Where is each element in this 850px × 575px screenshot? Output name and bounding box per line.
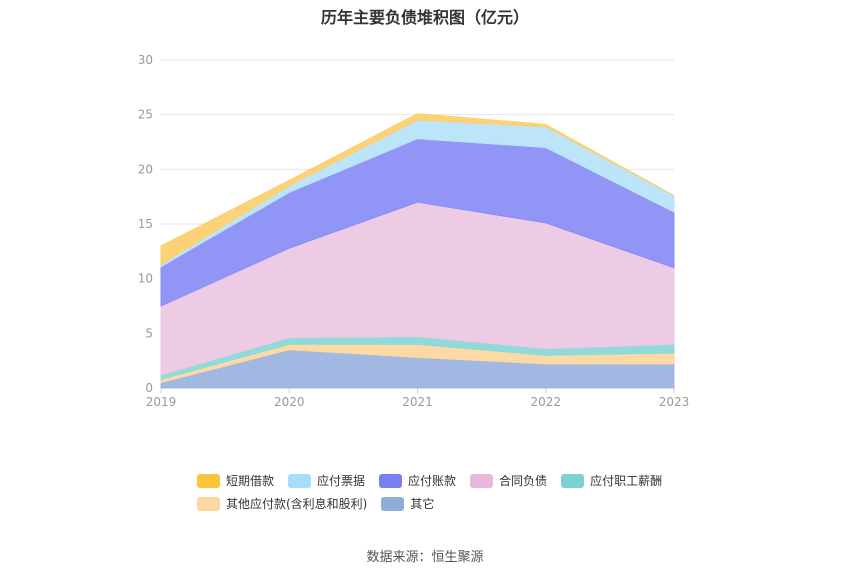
legend-swatch: [381, 496, 405, 511]
legend-item[interactable]: 其他应付款(含利息和股利): [197, 495, 367, 512]
y-tick-label: 20: [138, 162, 153, 176]
x-tick-label: 2021: [402, 395, 433, 409]
legend-item[interactable]: 应付票据: [288, 472, 365, 489]
y-axis-ticks: 0 5 10 15 20 25 30: [138, 53, 153, 395]
legend-item[interactable]: 合同负债: [470, 472, 547, 489]
legend-swatch: [197, 473, 220, 488]
legend-item[interactable]: 应付职工薪酬: [561, 472, 662, 489]
legend-item[interactable]: 应付账款: [379, 472, 456, 489]
x-tick-label: 2023: [659, 395, 690, 409]
legend-label: 合同负债: [499, 474, 548, 488]
stacked-area-chart: 0 5 10 15 20 25 30 2019 2020 2021 2022 2023: [138, 53, 690, 409]
legend-item[interactable]: 其它: [381, 495, 434, 512]
x-tick-label: 2020: [274, 395, 305, 409]
chart-title: 历年主要负债堆积图（亿元）: [320, 8, 529, 27]
y-tick-label: 5: [145, 326, 153, 340]
legend-label: 应付职工薪酬: [590, 474, 663, 488]
legend-swatch: [197, 496, 220, 511]
legend-swatch: [288, 473, 312, 488]
legend-label: 其他应付款(含利息和股利): [226, 497, 368, 511]
legend-swatch: [470, 473, 494, 488]
legend-label: 短期借款: [226, 474, 275, 488]
data-source: 数据来源：恒生聚源: [366, 550, 484, 565]
legend-label: 应付票据: [317, 474, 366, 488]
y-tick-label: 25: [138, 108, 153, 122]
x-tick-label: 2022: [530, 395, 561, 409]
y-tick-label: 30: [138, 53, 153, 67]
y-tick-label: 15: [138, 217, 153, 231]
x-axis-ticks: 2019 2020 2021 2022 2023: [146, 388, 690, 409]
area-series: [160, 113, 675, 389]
legend-label: 其它: [410, 497, 435, 511]
legend: 短期借款 应付票据 应付账款 合同负债 应付职工薪酬其他应付款(含利息和股利) 其它: [197, 472, 677, 512]
x-tick-label: 2019: [146, 395, 177, 409]
legend-label: 应付账款: [408, 474, 457, 488]
legend-items: 短期借款 应付票据 应付账款 合同负债 应付职工薪酬其他应付款(含利息和股利) 其它: [197, 472, 677, 512]
y-tick-label: 10: [138, 272, 153, 286]
legend-swatch: [379, 473, 403, 488]
legend-swatch: [561, 473, 585, 488]
area-短期借款: [160, 113, 675, 266]
y-tick-label: 0: [145, 381, 153, 395]
legend-item[interactable]: 短期借款: [197, 472, 274, 489]
